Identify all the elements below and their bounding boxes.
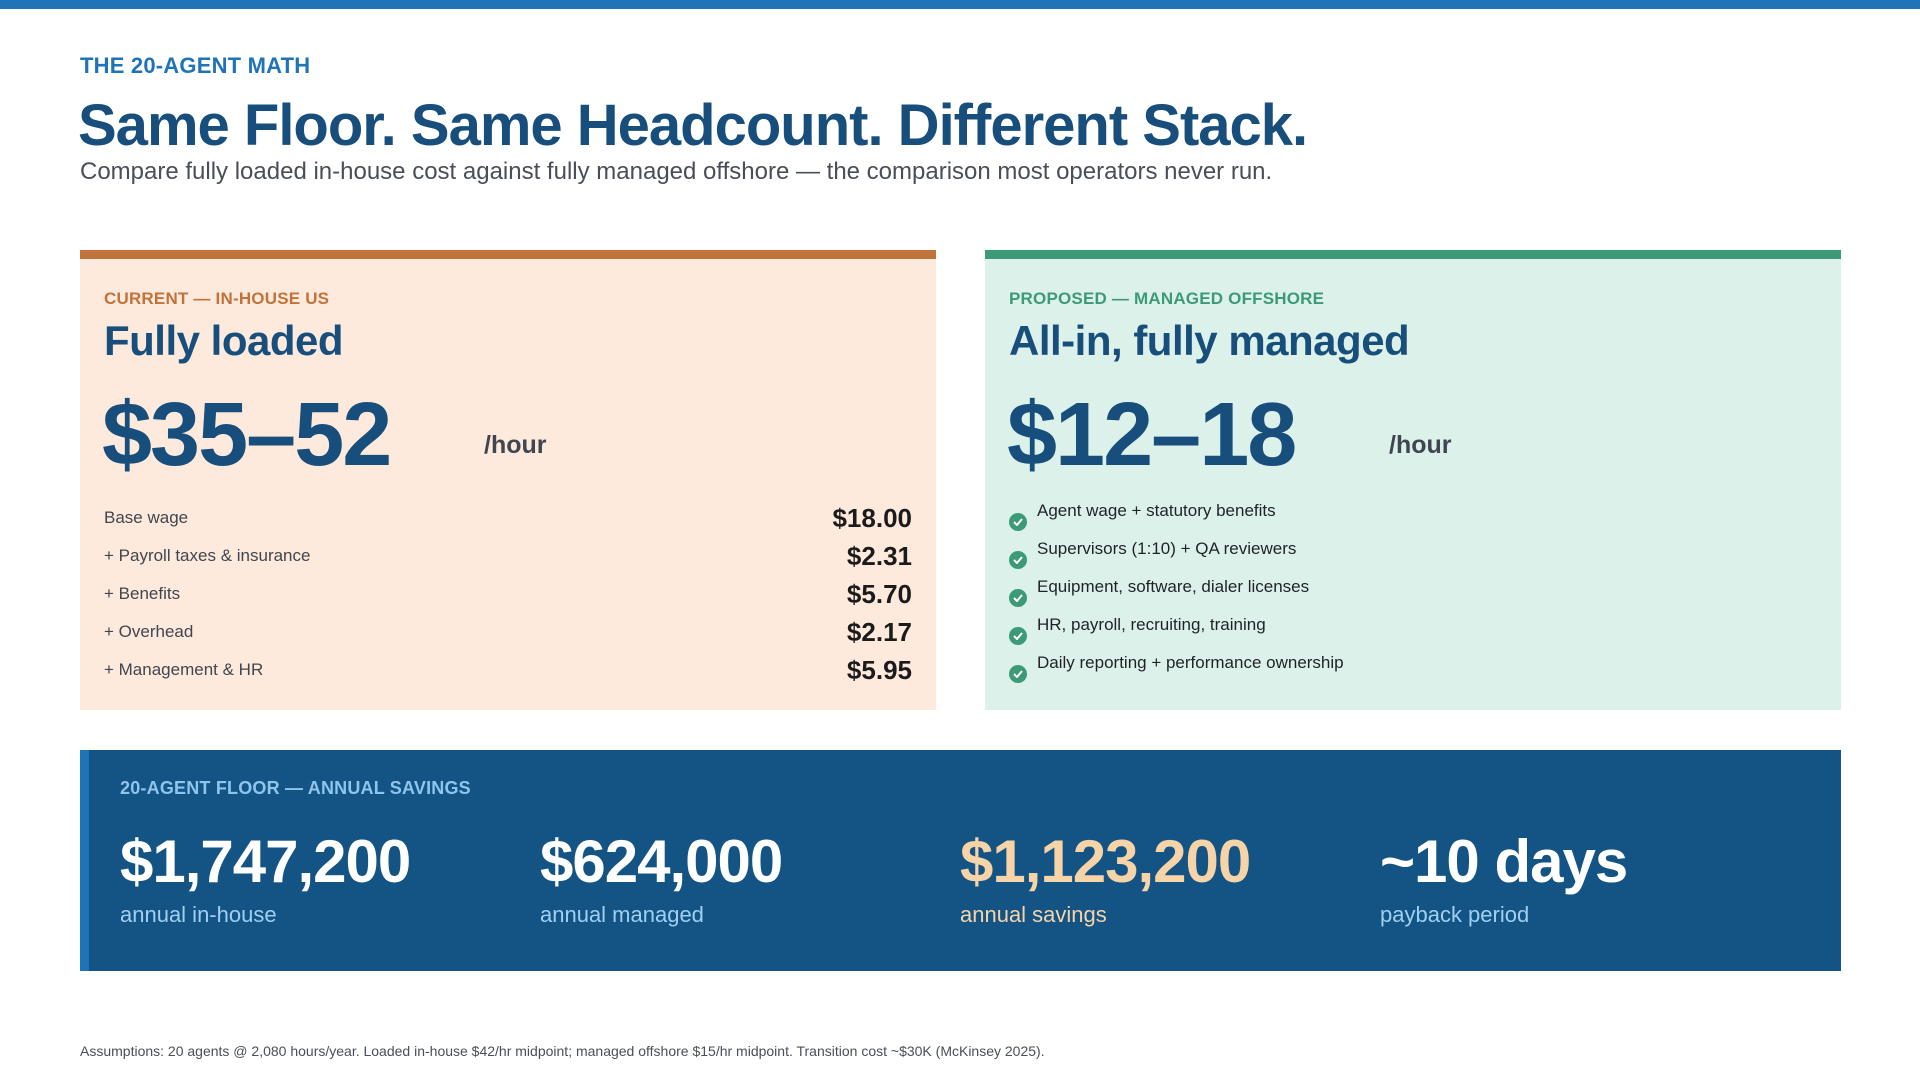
- page-title: Same Floor. Same Headcount. Different St…: [78, 93, 1308, 158]
- cost-breakdown-list: Base wage $18.00 + Payroll taxes & insur…: [104, 499, 912, 689]
- annual-savings-band: 20-AGENT FLOOR — ANNUAL SAVINGS $1,747,2…: [80, 750, 1841, 971]
- feature-label: HR, payroll, recruiting, training: [1037, 615, 1266, 634]
- offshore-eyebrow: PROPOSED — MANAGED OFFSHORE: [1009, 289, 1325, 308]
- cost-row-management-hr: + Management & HR $5.95: [104, 651, 912, 689]
- stat-label: annual in-house: [120, 902, 277, 927]
- stat-annual-savings: $1,123,200 annual savings: [960, 826, 1251, 928]
- stat-annual-in-house: $1,747,200 annual in-house: [120, 826, 411, 928]
- cost-value: $5.95: [846, 654, 912, 685]
- cost-row-base-wage: Base wage $18.00: [104, 499, 912, 537]
- feature-item: HR, payroll, recruiting, training: [1009, 613, 1817, 651]
- check-icon: [1009, 551, 1027, 569]
- top-accent-bar: [0, 0, 1920, 9]
- in-house-title: Fully loaded: [104, 317, 344, 364]
- cost-value: $18.00: [832, 502, 912, 533]
- cost-value: $5.70: [846, 578, 912, 609]
- feature-item: Daily reporting + performance ownership: [1009, 651, 1817, 689]
- feature-label: Equipment, software, dialer licenses: [1037, 577, 1310, 596]
- cost-label: + Management & HR: [104, 660, 264, 679]
- feature-item: Equipment, software, dialer licenses: [1009, 575, 1817, 613]
- stat-label: payback period: [1380, 902, 1530, 927]
- in-house-price-unit: /hour: [484, 431, 547, 459]
- check-icon: [1009, 665, 1027, 683]
- cost-label: + Payroll taxes & insurance: [104, 546, 311, 565]
- cost-label: + Benefits: [104, 584, 181, 603]
- in-house-eyebrow: CURRENT — IN-HOUSE US: [104, 289, 330, 308]
- cost-value: $2.31: [846, 540, 912, 571]
- feature-item: Agent wage + statutory benefits: [1009, 499, 1817, 537]
- cost-label: + Overhead: [104, 622, 194, 641]
- feature-label: Agent wage + statutory benefits: [1037, 501, 1276, 520]
- stat-annual-managed: $624,000 annual managed: [540, 826, 783, 928]
- cost-label: Base wage: [104, 508, 189, 527]
- page-subtitle: Compare fully loaded in-house cost again…: [80, 158, 1273, 185]
- in-house-price: $35–52: [102, 385, 392, 485]
- savings-eyebrow: 20-AGENT FLOOR — ANNUAL SAVINGS: [120, 778, 471, 798]
- cost-row-payroll-taxes: + Payroll taxes & insurance $2.31: [104, 537, 912, 575]
- stat-label: annual managed: [540, 902, 704, 927]
- cost-value: $2.17: [846, 616, 912, 647]
- check-icon: [1009, 513, 1027, 531]
- stat-value: $1,123,200: [960, 828, 1251, 895]
- cost-row-benefits: + Benefits $5.70: [104, 575, 912, 613]
- feature-label: Supervisors (1:10) + QA reviewers: [1037, 539, 1297, 558]
- offshore-title: All-in, fully managed: [1009, 317, 1410, 364]
- stat-payback-period: ~10 days payback period: [1380, 826, 1628, 928]
- stat-value: ~10 days: [1380, 828, 1628, 895]
- check-icon: [1009, 627, 1027, 645]
- stat-label: annual savings: [960, 902, 1107, 927]
- assumptions-footnote: Assumptions: 20 agents @ 2,080 hours/yea…: [80, 1043, 1045, 1059]
- included-features-list: Agent wage + statutory benefits Supervis…: [1009, 499, 1817, 689]
- in-house-card: CURRENT — IN-HOUSE US Fully loaded $35–5…: [80, 250, 936, 710]
- stat-value: $1,747,200: [120, 828, 411, 895]
- offshore-price: $12–18: [1007, 385, 1297, 485]
- offshore-price-unit: /hour: [1389, 431, 1452, 459]
- check-icon: [1009, 589, 1027, 607]
- section-eyebrow: THE 20-AGENT MATH: [80, 53, 311, 78]
- stat-value: $624,000: [540, 828, 783, 895]
- feature-item: Supervisors (1:10) + QA reviewers: [1009, 537, 1817, 575]
- feature-label: Daily reporting + performance ownership: [1037, 653, 1344, 672]
- cost-row-overhead: + Overhead $2.17: [104, 613, 912, 651]
- managed-offshore-card: PROPOSED — MANAGED OFFSHORE All-in, full…: [985, 250, 1841, 710]
